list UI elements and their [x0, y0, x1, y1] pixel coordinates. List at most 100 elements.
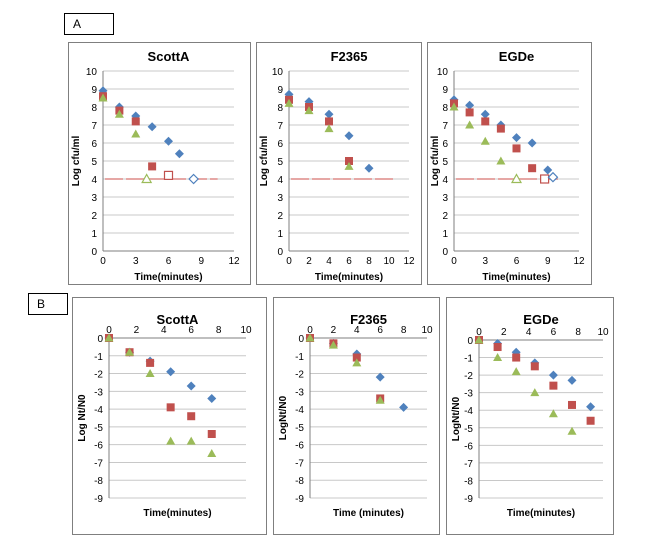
data-point-red: [465, 108, 474, 117]
data-point-green: [166, 436, 176, 445]
y-tick-label: -4: [295, 405, 304, 416]
x-tick-label: 0: [451, 256, 457, 267]
y-tick-label: 9: [442, 85, 448, 96]
data-point-green: [493, 353, 503, 362]
data-point-blue: [98, 86, 108, 96]
data-point-blue-open: [547, 171, 559, 183]
data-point-blue: [586, 402, 596, 412]
y-tick-label: 0: [298, 334, 304, 345]
y-tick-label: 8: [277, 103, 283, 114]
x-tick-label: 0: [307, 325, 313, 336]
x-tick-label: 6: [346, 256, 352, 267]
x-tick-label: 6: [514, 256, 520, 267]
panel-label-b-text: B: [37, 297, 46, 311]
y-tick-label: -7: [295, 458, 304, 469]
y-tick-label: 8: [91, 103, 97, 114]
data-point-red-open: [540, 174, 550, 184]
data-point-red: [325, 117, 333, 126]
x-tick-label: 4: [526, 327, 532, 338]
y-tick-label: 9: [277, 85, 283, 96]
data-point-green: [352, 358, 362, 367]
y-tick-label: 0: [442, 247, 448, 258]
y-tick-label: 8: [442, 103, 448, 114]
x-axis-label: Time(minutes): [143, 508, 211, 519]
panel-label-b: B: [28, 293, 68, 315]
y-tick-label: 6: [442, 139, 448, 150]
data-point-red: [207, 430, 216, 438]
y-axis-label: Log Nt/N0: [77, 394, 88, 442]
y-tick-label: 5: [91, 157, 97, 168]
data-point-blue: [527, 138, 537, 148]
y-tick-label: 4: [277, 175, 283, 186]
x-axis-label: Time(minutes): [482, 272, 550, 283]
data-point-green: [375, 395, 385, 404]
x-tick-label: 12: [228, 256, 240, 267]
data-point-blue: [364, 163, 374, 173]
y-tick-label: -1: [295, 352, 304, 363]
y-tick-label: 3: [277, 193, 283, 204]
x-tick-label: 6: [551, 327, 557, 338]
data-point-green: [104, 333, 114, 342]
data-point-blue-open: [188, 173, 199, 185]
data-point-red: [586, 416, 595, 425]
data-point-red: [166, 403, 175, 412]
data-point-blue: [543, 165, 553, 175]
chart-title: ScottA: [157, 312, 200, 327]
x-tick-label: 10: [597, 327, 609, 338]
chart-title: EGDe: [523, 312, 558, 327]
chart-a-f2365: 0 1 2 3 4 5 6 7 8 9 10 0 2 4 6 8 10 12 F2365 Time(minutes) L…: [256, 42, 422, 285]
x-tick-label: 0: [286, 256, 292, 267]
x-tick-label: 3: [133, 256, 139, 267]
y-tick-label: -9: [464, 494, 473, 505]
y-tick-label: -5: [94, 423, 103, 434]
y-tick-label: 1: [442, 229, 448, 240]
data-point-red: [496, 124, 505, 133]
y-tick-label: 6: [91, 139, 97, 150]
data-point-green: [530, 388, 540, 397]
x-tick-label: 10: [240, 325, 252, 336]
y-tick-label: 0: [277, 247, 283, 258]
y-tick-label: -5: [464, 424, 473, 435]
data-point-red-open: [163, 170, 174, 180]
y-tick-label: -2: [295, 370, 304, 381]
y-tick-label: -1: [94, 352, 103, 363]
y-tick-label: -6: [295, 441, 304, 452]
x-tick-label: 2: [306, 256, 312, 267]
data-point-blue: [164, 136, 173, 146]
y-tick-label: 9: [91, 85, 97, 96]
data-point-green: [465, 120, 475, 129]
y-axis-label: Log cfu/ml: [259, 136, 270, 187]
chart-svg: 0 -1 -2 -3 -4 -5 -6 -7 -8 -9 0 2 4 6 8 10 ScottA Time(min…: [77, 312, 252, 519]
data-point-blue: [465, 100, 475, 110]
data-point-green: [474, 335, 484, 344]
x-tick-label: 2: [331, 325, 337, 336]
data-point-red: [512, 144, 521, 153]
x-tick-label: 4: [354, 325, 360, 336]
data-point-blue: [480, 109, 490, 119]
y-tick-label: 7: [277, 121, 283, 132]
x-tick-label: 10: [421, 325, 433, 336]
x-tick-label: 0: [106, 325, 112, 336]
data-point-blue: [174, 149, 184, 159]
data-point-red: [530, 362, 539, 371]
y-tick-label: 10: [86, 67, 98, 78]
chart-a-egde: 0 1 2 3 4 5 6 7 8 9 10 0 3 6 9 12 EGDe Time(minutes) Log c…: [427, 42, 592, 285]
data-point-red: [146, 358, 155, 367]
data-point-green: [131, 129, 141, 138]
data-point-green: [207, 449, 217, 458]
x-tick-label: 8: [366, 256, 372, 267]
data-point-green: [344, 161, 354, 170]
data-point-blue: [548, 370, 558, 380]
x-tick-label: 0: [476, 327, 482, 338]
chart-b-scotta: 0 -1 -2 -3 -4 -5 -6 -7 -8 -9 0 2 4 6 8 10 ScottA Time(min…: [72, 297, 267, 535]
y-tick-label: 5: [442, 157, 448, 168]
y-tick-label: 5: [277, 157, 283, 168]
y-axis-label: LogNt/N0: [451, 396, 462, 441]
x-tick-label: 3: [482, 256, 488, 267]
x-axis-label: Time(minutes): [507, 508, 575, 519]
data-point-green-open: [141, 173, 153, 184]
y-tick-label: 0: [467, 336, 473, 347]
data-point-blue: [512, 133, 521, 143]
data-point-red: [148, 162, 157, 171]
